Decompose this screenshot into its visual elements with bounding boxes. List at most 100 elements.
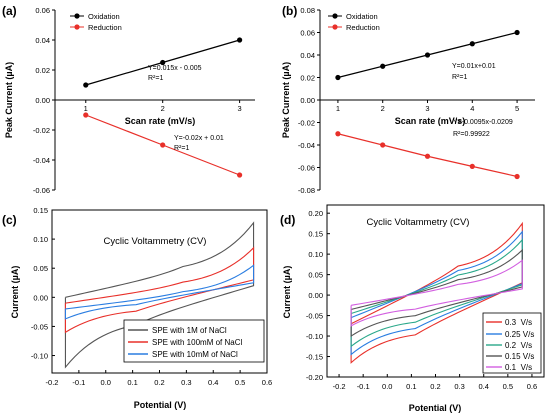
d-ytick-label-4: 0.00: [308, 291, 323, 300]
chart-a-eq-oxidation: Y=0.015x - 0.005: [148, 65, 202, 72]
d-cv-loop-4: [350, 259, 523, 327]
a-xtick-label-2: 3: [238, 104, 242, 113]
b-point-1-0: [335, 131, 341, 137]
chart-c: -0.10 -0.05 0.00 0.05 0.10 0.15 -0.2 -0.1 0.0 0.…: [10, 206, 272, 410]
b-ytick-label-0: -0.08: [298, 186, 315, 195]
a-xtick-label-0: 1: [84, 104, 88, 113]
chart-a-legend-oxidation: Oxidation: [88, 12, 120, 21]
b-ytick-label-6: 0.04: [300, 51, 315, 60]
panel-label-d: (d): [280, 213, 295, 227]
chart-d-legend-0-15: 0.15 V/s: [505, 352, 534, 361]
chart-c-legend-10mm: SPE with 10mM of NaCl: [152, 350, 238, 359]
chart-a-eq-reduction: Y=-0.02x + 0.01: [174, 135, 224, 142]
c-xtick-label-4: 0.2: [154, 378, 164, 387]
panel-label-c: (c): [2, 213, 17, 227]
a-ytick-label-5: 0.04: [35, 36, 50, 45]
a-xtick-label-1: 2: [161, 104, 165, 113]
b-ytick-label-1: -0.06: [298, 164, 315, 173]
chart-b-eq-reduction: Y=-0.0095x-0.0209: [453, 119, 513, 126]
b-point-0-3: [469, 41, 475, 47]
d-xtick-label-2: 0.0: [382, 382, 392, 391]
d-ytick-label-1: -0.15: [306, 353, 323, 362]
b-ytick-label-2: -0.04: [298, 141, 315, 150]
chart-c-legend-1m: SPE with 1M of NaCl: [152, 326, 227, 335]
b-ytick-label-8: 0.08: [300, 6, 315, 15]
b-point-0-1: [380, 63, 386, 69]
a-point-0-2: [237, 37, 243, 43]
chart-c-xlabel: Potential (V): [134, 400, 187, 410]
b-ytick-label-5: 0.02: [300, 74, 315, 83]
a-point-1-2: [237, 172, 243, 178]
chart-c-title: Cyclic Voltammetry (CV): [104, 236, 207, 247]
d-xtick-label-7: 0.5: [503, 382, 513, 391]
chart-a-legend: Oxidation Reduction: [70, 12, 122, 32]
a-ytick-label-4: 0.02: [35, 66, 50, 75]
legend-marker-oxidation: [332, 13, 338, 19]
chart-d-ylabel: Current (µA): [282, 266, 292, 319]
a-ytick-label-0: -0.06: [33, 186, 50, 195]
legend-marker-reduction: [332, 24, 338, 30]
c-cv-loop-1: [64, 246, 255, 334]
chart-c-legend: SPE with 1M of NaCl SPE with 100mM of Na…: [123, 319, 265, 363]
c-ytick-label-2: 0.00: [33, 293, 48, 302]
chart-d-legend-0-3: 0.3 V/s: [505, 318, 532, 327]
b-point-0-2: [424, 52, 431, 58]
b-xtick-label-2: 3: [425, 104, 429, 113]
b-point-0-0: [335, 74, 341, 81]
d-ytick-label-0: -0.20: [306, 373, 323, 382]
d-xtick-label-6: 0.4: [479, 382, 489, 391]
d-ytick-label-3: -0.05: [306, 312, 323, 321]
b-point-1-4: [514, 173, 520, 180]
d-ytick-label-6: 0.10: [308, 250, 323, 259]
c-ytick-label-1: -0.05: [31, 322, 48, 331]
b-point-0-4: [514, 29, 520, 36]
chart-a: -0.06 -0.04 -0.02 0.00 0.02 0.04 0.06 1 2 3 Scan…: [4, 6, 255, 195]
b-xtick-label-4: 5: [515, 104, 519, 113]
a-point-0-1: [160, 59, 166, 66]
c-xtick-label-8: 0.6: [262, 378, 272, 387]
chart-b-eq-oxidation: Y=0.01x+0.01: [452, 63, 496, 70]
c-xtick-label-3: 0.1: [127, 378, 137, 387]
d-ytick-label-7: 0.15: [308, 230, 323, 239]
chart-a-legend-reduction: Reduction: [88, 23, 122, 32]
chart-d: -0.20-0.15-0.10-0.050.000.050.100.150.20…: [282, 204, 545, 413]
chart-d-legend-0-2: 0.2 V/s: [505, 341, 532, 350]
chart-b-legend-oxidation: Oxidation: [346, 12, 378, 21]
a-point-0-0: [83, 82, 89, 88]
c-ytick-label-3: 0.05: [33, 264, 48, 273]
chart-d-title: Cyclic Voltammetry (CV): [367, 217, 470, 228]
panel-label-a: (a): [2, 4, 17, 18]
chart-d-xlabel: Potential (V): [409, 403, 462, 413]
d-ytick-label-2: -0.10: [306, 332, 323, 341]
chart-d-legend: 0.3 V/s 0.25 V/s 0.2 V/s 0.15 V/s 0.1 V/…: [482, 312, 542, 374]
b-point-1-1: [380, 142, 386, 148]
b-ytick-label-4: 0.00: [300, 96, 315, 105]
chart-b-ylabel: Peak Current (µA): [281, 62, 291, 138]
d-xtick-label-1: -0.1: [357, 382, 370, 391]
b-point-1-3: [469, 163, 475, 169]
c-xtick-label-0: -0.2: [46, 378, 59, 387]
chart-a-r2-oxidation: R²=1: [148, 75, 163, 82]
chart-a-ylabel: Peak Current (µA): [4, 62, 14, 138]
b-ytick-label-3: -0.02: [298, 119, 315, 128]
chart-b-legend-reduction: Reduction: [346, 23, 380, 32]
b-xtick-label-0: 1: [336, 104, 340, 113]
d-xtick-label-0: -0.2: [333, 382, 346, 391]
chart-c-legend-100mm: SPE with 100mM of NaCl: [152, 338, 242, 347]
chart-b-r2-reduction: R²=0.99922: [453, 131, 490, 138]
b-xtick-label-3: 4: [470, 104, 474, 113]
panel-label-b: (b): [282, 4, 297, 18]
d-ytick-label-8: 0.20: [308, 209, 323, 218]
chart-b: -0.08 -0.06 -0.04 -0.02 0.00 0.02 0.04 0.06 0.08…: [281, 6, 535, 195]
a-ytick-label-2: -0.02: [33, 126, 50, 135]
d-xtick-label-3: 0.1: [406, 382, 416, 391]
c-xtick-label-2: 0.0: [101, 378, 111, 387]
legend-marker-reduction: [74, 24, 80, 30]
c-xtick-label-1: -0.1: [72, 378, 85, 387]
d-xtick-label-8: 0.6: [527, 382, 537, 391]
c-xtick-label-5: 0.3: [181, 378, 191, 387]
a-point-1-0: [83, 112, 89, 118]
chart-d-legend-0-25: 0.25 V/s: [505, 330, 534, 339]
b-xtick-label-1: 2: [381, 104, 385, 113]
